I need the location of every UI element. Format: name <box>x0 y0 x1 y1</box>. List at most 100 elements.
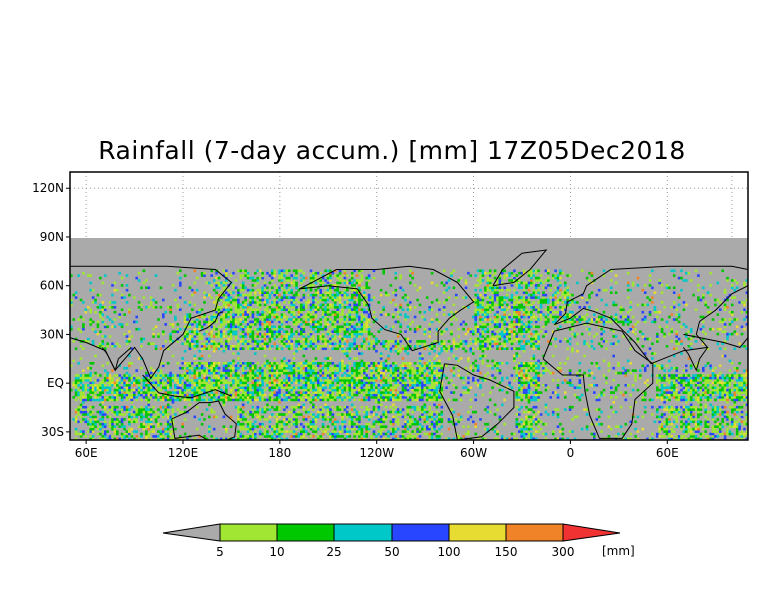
rain-cell <box>287 420 291 424</box>
rain-cell <box>254 437 257 440</box>
rain-cell <box>387 410 390 414</box>
rain-cell <box>348 410 352 414</box>
rain-cell <box>445 281 448 285</box>
rain-cell <box>94 301 97 304</box>
rain-cell <box>363 293 366 297</box>
rain-cell <box>229 335 233 338</box>
rain-cell <box>394 288 398 292</box>
rain-cell <box>118 410 121 414</box>
rain-cell <box>125 396 129 399</box>
rain-cell <box>401 396 405 399</box>
rain-cell <box>278 288 281 292</box>
rain-cell <box>285 379 289 382</box>
rain-cell <box>130 435 134 438</box>
rain-cell <box>239 437 243 440</box>
rain-cell <box>137 393 141 397</box>
rain-cell <box>404 388 407 392</box>
rain-cell <box>377 398 381 402</box>
rain-cell <box>275 308 279 311</box>
rain-cell <box>169 415 172 419</box>
rain-cell <box>341 325 344 329</box>
rain-cell <box>350 284 354 287</box>
rain-cell <box>321 298 325 302</box>
rain-cell <box>280 286 284 290</box>
rain-cell <box>394 381 398 385</box>
rain-cell <box>317 398 320 402</box>
rain-cell <box>101 381 105 385</box>
rain-cell <box>225 303 228 307</box>
rain-cell <box>239 432 243 436</box>
rain-cell <box>399 340 402 343</box>
rain-cell <box>273 386 276 389</box>
rain-cell <box>329 388 332 392</box>
rain-cell <box>459 342 463 346</box>
rain-cell <box>384 379 388 382</box>
rain-cell <box>396 396 400 399</box>
rain-cell <box>365 337 368 341</box>
rain-cell <box>392 362 395 365</box>
rain-cell <box>302 308 306 311</box>
rain-cell <box>338 388 342 392</box>
rain-cell <box>101 308 105 311</box>
rain-cell <box>234 325 238 329</box>
rain-cell <box>280 379 284 382</box>
rain-cell <box>389 384 393 387</box>
rain-cell <box>450 332 453 336</box>
rain-cell <box>120 308 124 311</box>
rain-cell <box>292 284 296 287</box>
rain-cell <box>411 430 414 433</box>
rain-cell <box>275 384 279 387</box>
rain-cell <box>217 313 221 316</box>
rain-cell <box>169 386 172 389</box>
rain-cell <box>304 369 308 372</box>
rain-cell <box>280 281 284 285</box>
rain-cell <box>246 315 250 319</box>
rain-cell <box>215 391 218 394</box>
rain-cell <box>186 386 189 389</box>
rain-cell <box>84 398 88 402</box>
rain-cell <box>333 364 337 368</box>
rain-cell <box>108 435 112 438</box>
rain-cell <box>200 364 204 368</box>
rain-cell <box>389 398 393 402</box>
rain-cell <box>469 347 473 350</box>
rain-cell <box>314 393 318 397</box>
rain-cell <box>290 398 293 402</box>
rain-cell <box>401 435 405 438</box>
rain-cell <box>440 340 444 343</box>
rain-cell <box>103 405 107 409</box>
rain-cell <box>285 276 289 280</box>
rain-cell <box>324 269 327 273</box>
rain-cell <box>249 291 252 294</box>
rain-cell <box>237 347 240 350</box>
rain-cell <box>263 374 267 377</box>
rain-cell <box>341 430 344 433</box>
rain-cell <box>166 347 170 350</box>
rain-cell <box>350 276 354 280</box>
rain-cell <box>329 296 332 299</box>
rain-cell <box>467 418 470 421</box>
rain-cell <box>118 313 121 316</box>
rain-cell <box>329 393 332 397</box>
rain-cell <box>283 362 286 365</box>
rain-cell <box>324 398 327 402</box>
rain-cell <box>249 301 252 304</box>
rain-cell <box>89 410 92 414</box>
rain-cell <box>208 371 211 375</box>
rain-cell <box>404 437 407 440</box>
rain-cell <box>225 384 228 387</box>
rain-cell <box>430 318 434 321</box>
rain-cell <box>113 345 117 348</box>
rain-cell <box>198 396 201 399</box>
rain-cell <box>135 376 138 380</box>
rain-cell <box>396 408 400 411</box>
rain-cell <box>394 366 398 370</box>
rain-cell <box>348 303 352 307</box>
rain-cell <box>433 413 436 416</box>
rain-cell <box>358 398 361 402</box>
rain-cell <box>421 364 424 368</box>
rain-cell <box>258 393 262 397</box>
rain-cell <box>278 408 281 411</box>
rain-cell <box>101 391 105 394</box>
rain-cell <box>111 379 114 382</box>
